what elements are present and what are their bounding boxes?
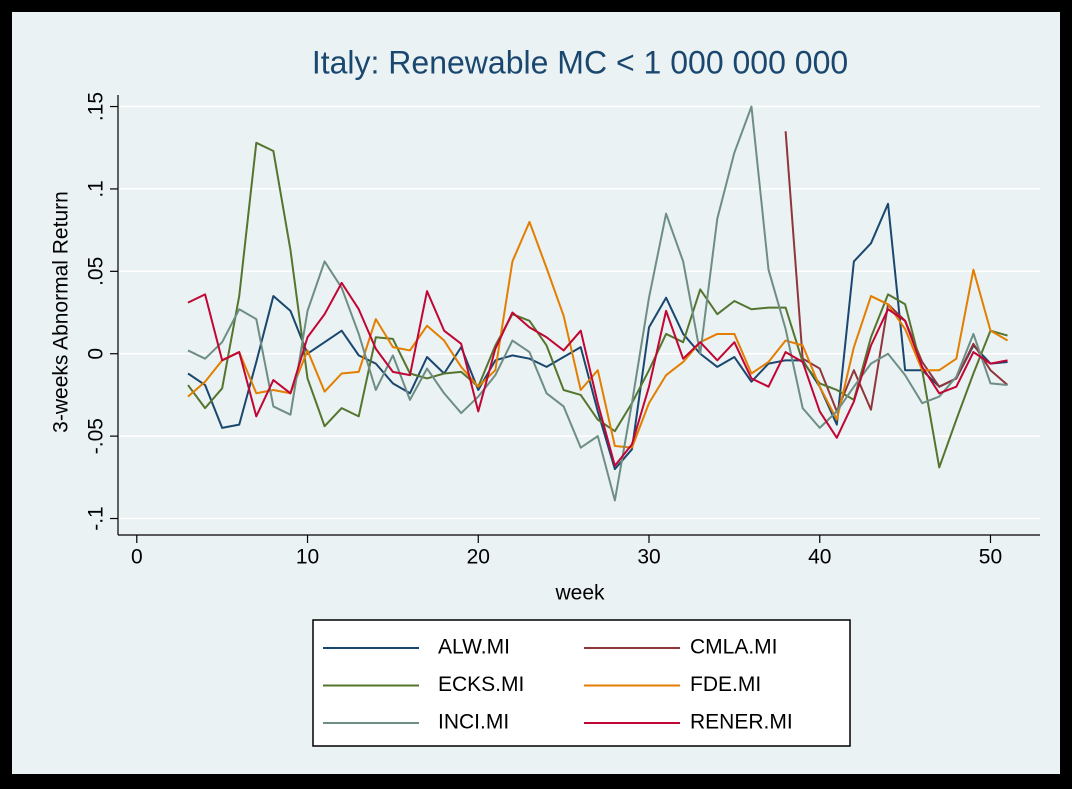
legend-label: ALW.MI — [438, 636, 510, 659]
y-tick-label: .1 — [85, 180, 108, 198]
x-tick-label: 10 — [296, 546, 319, 569]
series-line — [187, 202, 1008, 471]
series-line — [784, 131, 1009, 413]
x-tick-label: 40 — [808, 546, 831, 569]
plot-area — [118, 95, 1040, 535]
y-tick-label: .05 — [85, 257, 108, 286]
legend-label: FDE.MI — [690, 673, 761, 696]
y-tick-label: -.1 — [85, 506, 108, 531]
legend-label: INCI.MI — [438, 711, 509, 734]
y-tick-label: -.05 — [85, 418, 108, 454]
series-line — [187, 141, 1008, 469]
legend-label: ECKS.MI — [438, 673, 524, 696]
series-line — [187, 281, 1008, 467]
y-axis-title: 3-weeks Abnormal Return — [50, 191, 73, 433]
series-line — [187, 105, 1008, 502]
x-tick-label: 0 — [131, 546, 143, 569]
series-line — [187, 220, 1009, 449]
y-tick-label: 0 — [85, 348, 108, 360]
y-tick-label: .15 — [85, 92, 108, 121]
legend-label: RENER.MI — [690, 711, 793, 734]
x-axis-title: week — [554, 582, 605, 605]
x-tick-label: 30 — [637, 546, 660, 569]
x-tick-label: 20 — [467, 546, 490, 569]
x-tick-label: 50 — [979, 546, 1002, 569]
chart-title: Italy: Renewable MC < 1 000 000 000 — [312, 44, 848, 80]
legend-label: CMLA.MI — [690, 636, 778, 659]
legend — [312, 619, 851, 747]
